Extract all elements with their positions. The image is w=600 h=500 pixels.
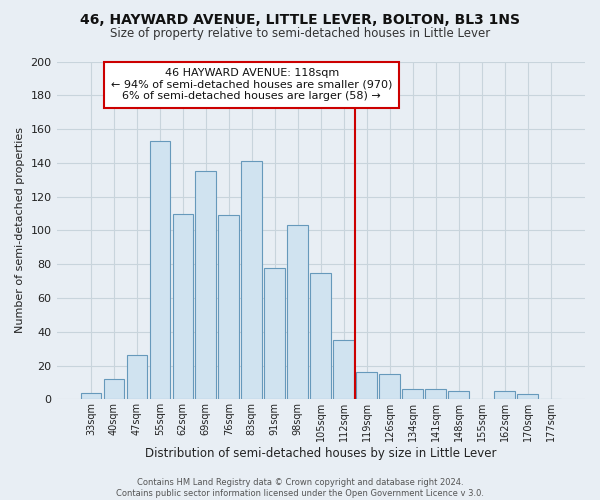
Bar bbox=[310, 272, 331, 400]
Text: Size of property relative to semi-detached houses in Little Lever: Size of property relative to semi-detach… bbox=[110, 28, 490, 40]
Bar bbox=[425, 389, 446, 400]
Bar bbox=[494, 391, 515, 400]
Bar bbox=[356, 372, 377, 400]
Y-axis label: Number of semi-detached properties: Number of semi-detached properties bbox=[15, 128, 25, 334]
Bar bbox=[218, 215, 239, 400]
Bar bbox=[379, 374, 400, 400]
Bar bbox=[80, 392, 101, 400]
Bar bbox=[287, 226, 308, 400]
Bar bbox=[334, 340, 354, 400]
Bar bbox=[517, 394, 538, 400]
Bar bbox=[173, 214, 193, 400]
Bar bbox=[149, 141, 170, 400]
Bar bbox=[403, 389, 423, 400]
Bar bbox=[265, 268, 285, 400]
Bar bbox=[127, 356, 147, 400]
Bar bbox=[241, 161, 262, 400]
Text: 46 HAYWARD AVENUE: 118sqm
← 94% of semi-detached houses are smaller (970)
6% of : 46 HAYWARD AVENUE: 118sqm ← 94% of semi-… bbox=[111, 68, 392, 102]
Text: 46, HAYWARD AVENUE, LITTLE LEVER, BOLTON, BL3 1NS: 46, HAYWARD AVENUE, LITTLE LEVER, BOLTON… bbox=[80, 12, 520, 26]
Bar bbox=[448, 391, 469, 400]
X-axis label: Distribution of semi-detached houses by size in Little Lever: Distribution of semi-detached houses by … bbox=[145, 447, 497, 460]
Bar bbox=[196, 172, 216, 400]
Bar bbox=[104, 379, 124, 400]
Text: Contains HM Land Registry data © Crown copyright and database right 2024.
Contai: Contains HM Land Registry data © Crown c… bbox=[116, 478, 484, 498]
